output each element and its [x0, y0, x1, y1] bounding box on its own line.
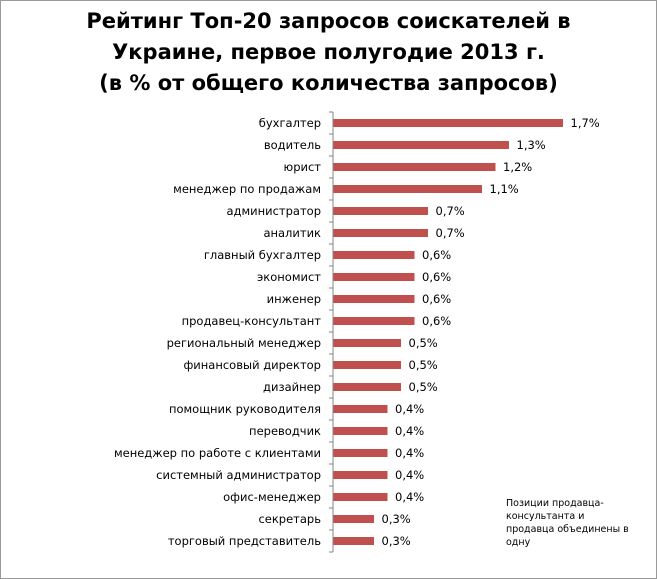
bar — [333, 251, 415, 259]
category-label: региональный менеджер — [167, 336, 321, 350]
value-label: 0,6% — [422, 314, 451, 328]
category-label: менеджер по работе с клиентами — [114, 446, 321, 460]
bar — [333, 273, 415, 281]
category-label: офис-менеджер — [223, 490, 321, 504]
category-label: главный бухгалтер — [204, 248, 321, 262]
chart-title-line-2: Украине, первое полугодие 2013 г. — [112, 40, 545, 64]
value-label: 0,7% — [436, 204, 465, 218]
value-label: 0,4% — [395, 424, 424, 438]
value-label: 0,3% — [382, 534, 411, 548]
bar — [333, 185, 482, 193]
value-label: 0,6% — [422, 248, 451, 262]
value-label: 0,5% — [409, 358, 438, 372]
bar — [333, 449, 388, 457]
footnote-line-4: одну — [506, 537, 531, 548]
value-label: 0,3% — [382, 512, 411, 526]
value-label: 0,4% — [395, 468, 424, 482]
category-label: финансовый директор — [183, 358, 321, 372]
value-label: 0,6% — [422, 270, 451, 284]
bar — [333, 405, 388, 413]
category-label: водитель — [264, 138, 321, 152]
bar — [333, 207, 428, 215]
category-label: торговый представитель — [168, 534, 321, 548]
category-label: бухгалтер — [259, 116, 321, 130]
bar — [333, 339, 401, 347]
category-label: экономист — [257, 270, 321, 284]
value-label: 1,7% — [571, 116, 600, 130]
value-label: 1,2% — [503, 160, 532, 174]
footnote: Позиции продавца- консультанта и продавц… — [506, 497, 646, 549]
category-label: помощник руководителя — [169, 402, 321, 416]
value-label: 0,4% — [395, 446, 424, 460]
value-label: 1,1% — [490, 182, 519, 196]
value-label: 1,3% — [517, 138, 546, 152]
value-label: 0,5% — [409, 336, 438, 350]
category-label: аналитик — [263, 226, 321, 240]
bar — [333, 383, 401, 391]
footnote-line-3: продавца объединены в — [506, 524, 629, 535]
category-label: инженер — [267, 292, 321, 306]
bar — [333, 361, 401, 369]
value-label: 0,4% — [395, 490, 424, 504]
value-label: 0,7% — [436, 226, 465, 240]
category-label: продавец-консультант — [182, 314, 322, 328]
bar — [333, 317, 415, 325]
bar — [333, 427, 388, 435]
category-label: системный администратор — [156, 468, 321, 482]
bar — [333, 229, 428, 237]
footnote-line-1: Позиции продавца- — [506, 498, 604, 509]
category-label: менеджер по продажам — [173, 182, 321, 196]
value-label: 0,6% — [422, 292, 451, 306]
bar — [333, 537, 374, 545]
bar — [333, 515, 374, 523]
bar — [333, 119, 563, 127]
category-label: переводчик — [249, 424, 321, 438]
bar — [333, 471, 388, 479]
chart-title-line-3: (в % от общего количества запросов) — [99, 71, 558, 95]
bar — [333, 295, 415, 303]
bar — [333, 163, 496, 171]
value-label: 0,5% — [409, 380, 438, 394]
bar — [333, 493, 388, 501]
footnote-line-2: консультанта и — [506, 511, 585, 522]
category-label: секретарь — [258, 512, 321, 526]
chart-title-line-1: Рейтинг Топ-20 запросов соискателей в — [86, 9, 571, 33]
category-label: юрист — [284, 160, 322, 174]
value-label: 0,4% — [395, 402, 424, 416]
bar — [333, 141, 509, 149]
category-label: дизайнер — [263, 380, 321, 394]
chart-title: Рейтинг Топ-20 запросов соискателей в Ук… — [0, 6, 657, 99]
category-label: администратор — [226, 204, 321, 218]
